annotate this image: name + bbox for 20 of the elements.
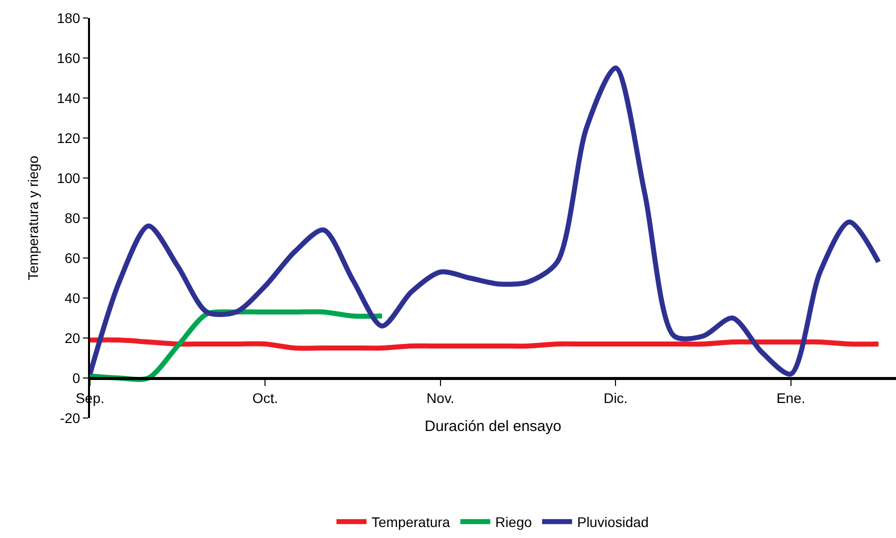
x-tick-label: Nov. bbox=[426, 390, 454, 406]
x-tick-label: Dic. bbox=[604, 390, 628, 406]
x-tick-label: Oct. bbox=[252, 390, 278, 406]
x-tick-label: Ene. bbox=[776, 390, 806, 406]
y-tick-label: 140 bbox=[56, 90, 80, 106]
y-tick-label: 120 bbox=[56, 130, 80, 146]
y-tick-label: -20 bbox=[60, 410, 80, 426]
y-tick-label: 100 bbox=[56, 170, 80, 186]
y-tick-label: 20 bbox=[64, 330, 80, 346]
y-tick-label: 40 bbox=[64, 290, 80, 306]
y-tick-label: 60 bbox=[64, 250, 80, 266]
legend-label: Pluviosidad bbox=[577, 514, 649, 530]
y-tick-label: 0 bbox=[72, 370, 80, 386]
y-tick-label: 80 bbox=[64, 210, 80, 226]
y-axis-title: Temperatura y riego bbox=[24, 156, 41, 280]
legend-label: Riego bbox=[495, 514, 532, 530]
x-axis-title: Duración del ensayo bbox=[424, 418, 562, 435]
y-tick-label: 160 bbox=[56, 50, 80, 66]
y-tick-label: 180 bbox=[56, 10, 80, 26]
legend-label: Temperatura bbox=[372, 514, 450, 530]
